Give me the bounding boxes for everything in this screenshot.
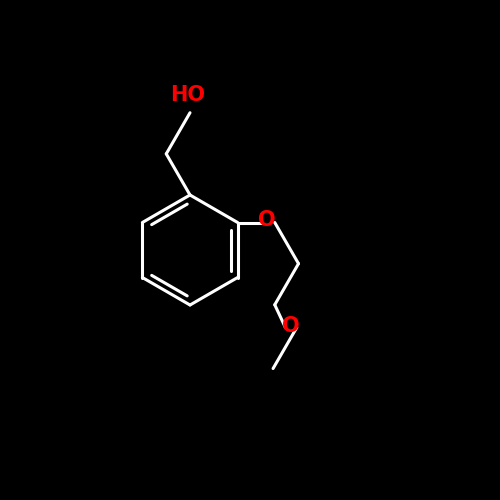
Text: O: O	[258, 210, 276, 230]
Text: HO: HO	[170, 85, 205, 105]
Text: O: O	[282, 316, 299, 336]
